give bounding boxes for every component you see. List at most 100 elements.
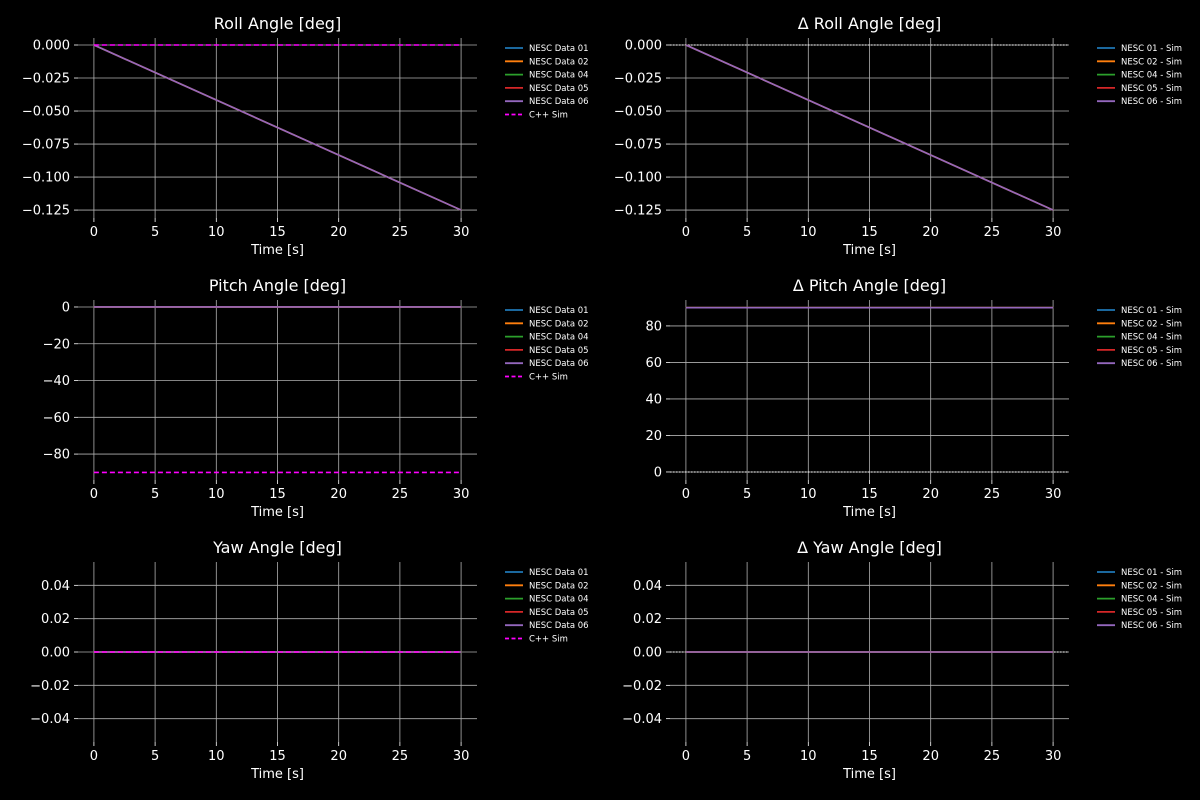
y-tick-label: −40 [43, 374, 70, 389]
legend-label: NESC Data 02 [529, 57, 589, 67]
legend-label: NESC Data 06 [529, 97, 589, 107]
x-tick-label: 10 [208, 749, 225, 764]
subplot-title: Roll Angle [deg] [214, 14, 341, 33]
subplot-3: Pitch Angle [deg] 0 5 10 15 20 25 30 0 −20 −40 −60 −… [43, 276, 589, 520]
subplot-5: Yaw Angle [deg] 0 5 10 15 20 25 30 0.04 0.02 0.00 −… [30, 538, 588, 782]
legend-label: NESC Data 04 [529, 333, 589, 343]
x-tick-label: 5 [743, 487, 751, 502]
y-tick-label: −20 [43, 337, 70, 352]
y-tick-label: −0.02 [30, 679, 70, 694]
y-tick-label: −0.050 [22, 105, 70, 120]
y-tick-label: 0.04 [41, 579, 70, 594]
x-tick-label: 0 [90, 749, 98, 764]
legend: NESC Data 01 NESC Data 02 NESC Data 04 NESC… [505, 44, 589, 121]
y-tick-label: −0.075 [22, 138, 70, 153]
legend-label: NESC Data 06 [529, 621, 589, 631]
x-tick-label: 5 [151, 749, 159, 764]
y-tick-label: 80 [645, 319, 662, 334]
legend: NESC Data 01 NESC Data 02 NESC Data 04 NESC… [505, 568, 589, 645]
legend-label: NESC Data 04 [529, 71, 589, 81]
legend-label: NESC 04 - Sim [1121, 71, 1182, 81]
legend: NESC 01 - Sim NESC 02 - Sim NESC 04 - Sim N… [1097, 44, 1182, 107]
y-tick-label: 40 [645, 392, 662, 407]
x-axis-label: Time [s] [250, 505, 304, 520]
x-axis-label: Time [s] [842, 505, 896, 520]
y-tick-label: −0.050 [614, 105, 662, 120]
legend-label: NESC Data 05 [529, 608, 589, 618]
legend: NESC Data 01 NESC Data 02 NESC Data 04 NESC… [505, 306, 589, 383]
y-tick-label: 0.00 [41, 646, 70, 661]
x-tick-label: 5 [151, 225, 159, 240]
x-tick-label: 15 [269, 749, 286, 764]
x-tick-label: 0 [682, 749, 690, 764]
x-tick-label: 25 [392, 225, 409, 240]
y-tick-label: 0.00 [633, 646, 662, 661]
y-tick-label: −0.025 [614, 72, 662, 87]
x-tick-label: 20 [330, 225, 347, 240]
y-tick-label: −80 [43, 448, 70, 463]
x-tick-label: 0 [90, 487, 98, 502]
x-tick-label: 20 [330, 749, 347, 764]
legend-label: NESC 04 - Sim [1121, 595, 1182, 605]
legend-label: C++ Sim [529, 111, 568, 121]
legend-label: NESC 01 - Sim [1121, 306, 1182, 316]
y-tick-label: 0.000 [625, 38, 662, 53]
y-tick-label: 0.04 [633, 579, 662, 594]
legend-label: NESC Data 02 [529, 319, 589, 329]
x-tick-label: 20 [922, 749, 939, 764]
legend-label: NESC 05 - Sim [1121, 84, 1182, 94]
legend-label: C++ Sim [529, 373, 568, 383]
subplot-title: Δ Pitch Angle [deg] [793, 276, 946, 295]
y-tick-label: 20 [645, 429, 662, 444]
legend-label: NESC 02 - Sim [1121, 57, 1182, 67]
x-tick-label: 0 [90, 225, 98, 240]
legend: NESC 01 - Sim NESC 02 - Sim NESC 04 - Sim N… [1097, 306, 1182, 369]
subplot-title: Pitch Angle [deg] [209, 276, 346, 295]
x-tick-label: 10 [800, 487, 817, 502]
subplot-title: Yaw Angle [deg] [212, 538, 342, 557]
subplot-title: Δ Yaw Angle [deg] [797, 538, 942, 557]
x-tick-label: 15 [269, 487, 286, 502]
y-tick-label: 0 [654, 465, 662, 480]
y-tick-label: 0 [62, 300, 70, 315]
legend-label: NESC 06 - Sim [1121, 97, 1182, 107]
y-tick-label: −0.125 [22, 204, 70, 219]
legend-label: NESC 04 - Sim [1121, 333, 1182, 343]
x-tick-label: 0 [682, 225, 690, 240]
x-tick-label: 30 [453, 749, 470, 764]
x-tick-label: 10 [208, 225, 225, 240]
x-tick-label: 10 [800, 749, 817, 764]
y-tick-label: 0.02 [633, 612, 662, 627]
x-tick-label: 25 [984, 487, 1001, 502]
x-tick-label: 30 [1045, 487, 1062, 502]
subplot-1: Roll Angle [deg] 0 5 10 15 20 25 30 0.000 −0.025 −… [22, 14, 589, 258]
x-tick-label: 15 [861, 487, 878, 502]
legend-label: NESC Data 01 [529, 44, 589, 54]
x-tick-label: 25 [984, 749, 1001, 764]
series-line-5 [93, 44, 462, 211]
legend-label: NESC Data 01 [529, 306, 589, 316]
x-tick-label: 30 [453, 487, 470, 502]
legend: NESC 01 - Sim NESC 02 - Sim NESC 04 - Sim N… [1097, 568, 1182, 631]
y-tick-label: −0.100 [614, 171, 662, 186]
x-tick-label: 20 [922, 225, 939, 240]
legend-label: NESC 06 - Sim [1121, 359, 1182, 369]
legend-label: NESC 05 - Sim [1121, 346, 1182, 356]
x-tick-label: 20 [330, 487, 347, 502]
legend-label: NESC 02 - Sim [1121, 319, 1182, 329]
x-tick-label: 30 [1045, 225, 1062, 240]
y-tick-label: −60 [43, 411, 70, 426]
y-tick-label: −0.02 [622, 679, 662, 694]
subplot-2: Δ Roll Angle [deg] 0 5 10 15 20 25 30 0.000 −0.02… [614, 14, 1182, 258]
legend-label: NESC Data 05 [529, 346, 589, 356]
y-tick-label: 0.02 [41, 612, 70, 627]
y-tick-label: 0.000 [33, 38, 70, 53]
x-tick-label: 30 [1045, 749, 1062, 764]
y-tick-label: −0.04 [622, 712, 662, 727]
x-tick-label: 5 [151, 487, 159, 502]
legend-label: NESC 02 - Sim [1121, 581, 1182, 591]
x-axis-label: Time [s] [842, 243, 896, 258]
y-tick-label: −0.125 [614, 204, 662, 219]
legend-label: C++ Sim [529, 635, 568, 645]
